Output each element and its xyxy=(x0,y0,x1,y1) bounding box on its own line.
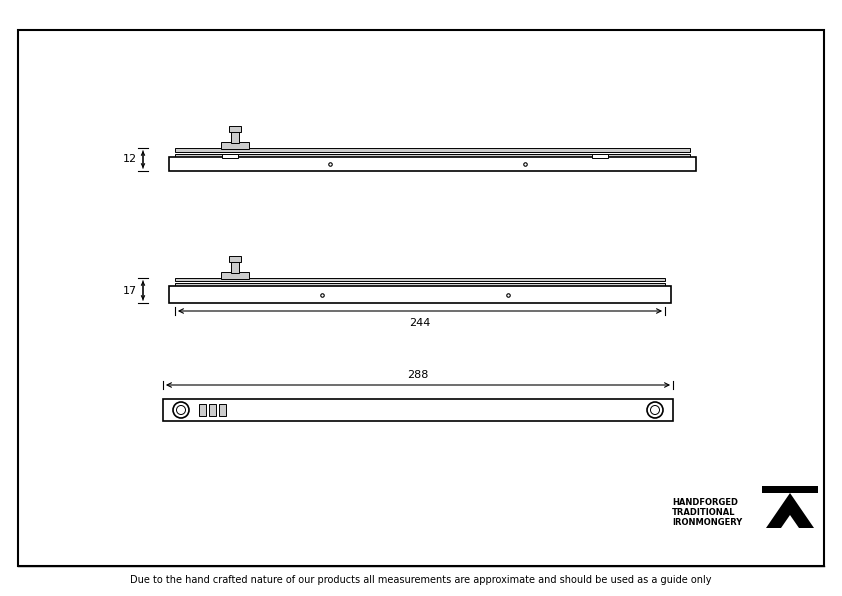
Text: HANDFORGED: HANDFORGED xyxy=(672,498,738,507)
Bar xyxy=(222,154,238,158)
Bar xyxy=(231,131,239,143)
Bar xyxy=(592,154,608,158)
Polygon shape xyxy=(781,515,799,528)
Text: IRONMONGERY: IRONMONGERY xyxy=(672,518,743,527)
Bar xyxy=(221,142,249,149)
Bar xyxy=(169,286,671,303)
Bar xyxy=(175,278,665,281)
Bar xyxy=(219,404,226,416)
Bar xyxy=(229,126,241,132)
Text: 12: 12 xyxy=(123,154,137,164)
Bar xyxy=(762,486,818,493)
Bar xyxy=(175,148,690,152)
Bar xyxy=(199,404,206,416)
Circle shape xyxy=(651,405,659,414)
Text: 244: 244 xyxy=(409,318,431,328)
Bar xyxy=(209,404,216,416)
Circle shape xyxy=(177,405,185,414)
Bar xyxy=(175,283,665,287)
Bar xyxy=(18,30,824,566)
Text: TRADITIONAL: TRADITIONAL xyxy=(672,508,736,517)
Bar xyxy=(169,157,696,171)
Text: 17: 17 xyxy=(123,285,137,296)
Text: 288: 288 xyxy=(408,370,429,380)
Bar xyxy=(231,261,239,273)
Circle shape xyxy=(647,402,663,418)
Bar xyxy=(175,154,690,158)
Text: Due to the hand crafted nature of our products all measurements are approximate : Due to the hand crafted nature of our pr… xyxy=(131,575,711,585)
Polygon shape xyxy=(766,493,814,528)
Bar xyxy=(221,272,249,279)
Circle shape xyxy=(173,402,189,418)
Bar xyxy=(229,256,241,262)
Bar xyxy=(163,399,673,421)
